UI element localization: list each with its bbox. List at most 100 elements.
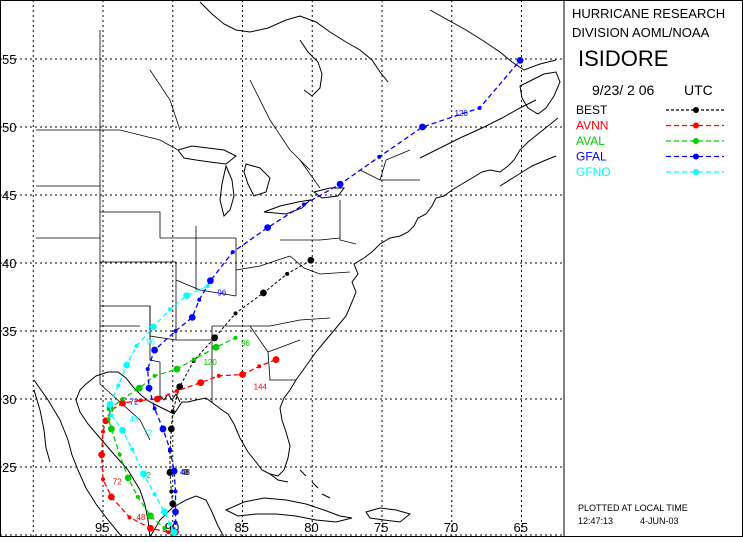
- lon-tick-label: 70: [444, 520, 458, 535]
- track-point: [135, 494, 140, 499]
- labrador-coast: [429, 9, 557, 71]
- legend-item-avnn: AVNN: [576, 119, 724, 133]
- track-point: [170, 467, 178, 475]
- track-point: [167, 307, 172, 312]
- forecast-hour-label: 72: [142, 471, 151, 480]
- cuba: [224, 497, 353, 523]
- track-point: [173, 329, 178, 333]
- track-avnn: 144 72 48: [98, 356, 280, 536]
- track-point: [216, 373, 221, 378]
- track-point: [301, 202, 306, 207]
- lat-tick-label: 45: [2, 188, 16, 203]
- track-point: [134, 343, 139, 348]
- hudson-bay: [199, 1, 389, 83]
- track-point: [212, 343, 220, 351]
- track-point: [169, 500, 177, 508]
- track-point: [145, 384, 153, 392]
- track-point: [183, 292, 191, 300]
- lon-tick-label: 75: [374, 520, 388, 535]
- track-point: [172, 508, 179, 516]
- legend-item-gfno: GFNO: [576, 165, 724, 179]
- lat-tick-label: 55: [2, 52, 16, 67]
- legend-label: BEST: [576, 103, 608, 117]
- forecast-timezone: UTC: [684, 82, 713, 98]
- track-point: [173, 489, 178, 494]
- legend-item-aval: AVAL: [576, 134, 724, 148]
- track-gfno: 72 96 48: [106, 284, 210, 536]
- bahamas: [299, 469, 331, 499]
- us-east-coast: [295, 177, 473, 381]
- legend-swatch-dot: [693, 153, 699, 160]
- track-point: [307, 256, 315, 264]
- track-point: [149, 323, 157, 331]
- forecast-hour-label: 120: [455, 109, 469, 118]
- track-point: [174, 388, 179, 393]
- track-line: [146, 59, 521, 533]
- track-point: [167, 522, 172, 527]
- forecast-hour-label: 96: [241, 339, 250, 348]
- plot-time: 12:47:13: [578, 516, 613, 526]
- track-point: [162, 526, 167, 531]
- track-point: [130, 447, 135, 452]
- track-point: [160, 508, 168, 516]
- track-point: [257, 364, 262, 369]
- track-point: [152, 492, 157, 497]
- lake-huron: [243, 163, 271, 197]
- forecast-datetime: 9/23/ 2 06: [592, 82, 654, 98]
- legend-label: AVNN: [576, 119, 608, 133]
- track-point: [516, 56, 524, 64]
- track-point: [124, 474, 132, 482]
- track-point: [205, 284, 210, 289]
- track-point: [173, 520, 178, 525]
- track-point: [211, 334, 219, 342]
- st-lawrence: [419, 99, 537, 159]
- florida-keys: [269, 473, 289, 483]
- track-point: [272, 356, 280, 363]
- coastline-borders: [33, 1, 561, 538]
- track-point: [260, 289, 267, 297]
- lon-tick-label: 80: [304, 520, 318, 535]
- track-point: [127, 515, 132, 520]
- legend-item-gfal: GFAL: [576, 150, 724, 164]
- track-point: [239, 371, 246, 378]
- track-gfal: 120 96 48 72: [130, 56, 524, 536]
- legend-item-best: BEST: [576, 103, 724, 117]
- track-point: [151, 346, 159, 354]
- track-point: [170, 409, 175, 414]
- james-bay: [299, 39, 323, 97]
- track-point: [285, 271, 290, 276]
- track-point: [264, 224, 272, 232]
- lat-tick-label: 25: [2, 460, 16, 475]
- track-point: [197, 379, 205, 387]
- track-point: [377, 154, 382, 159]
- baja-peninsula: [33, 389, 51, 463]
- track-point: [197, 297, 202, 302]
- track-point: [166, 530, 171, 535]
- forecast-hour-label: 120: [203, 358, 217, 367]
- legend-swatch-dot: [693, 107, 699, 113]
- lon-tick-label: 95: [95, 520, 109, 535]
- track-point: [477, 105, 482, 110]
- track-point: [109, 413, 114, 418]
- track-point: [119, 399, 126, 407]
- legend-label: AVAL: [576, 134, 605, 148]
- nova-scotia: [499, 155, 557, 187]
- forecast-hour-label: 48: [136, 513, 145, 522]
- storm-name: ISIDORE: [578, 46, 668, 71]
- track-point: [159, 425, 167, 433]
- track-point: [191, 357, 196, 362]
- legend-swatch-dot: [693, 122, 699, 129]
- track-point: [167, 447, 172, 452]
- track-point: [167, 425, 175, 433]
- lake-superior: [177, 145, 237, 165]
- track-line: [109, 285, 208, 533]
- track-point: [336, 180, 344, 188]
- track-point: [106, 417, 111, 422]
- new-england-coast: [471, 117, 559, 179]
- track-point: [117, 452, 122, 457]
